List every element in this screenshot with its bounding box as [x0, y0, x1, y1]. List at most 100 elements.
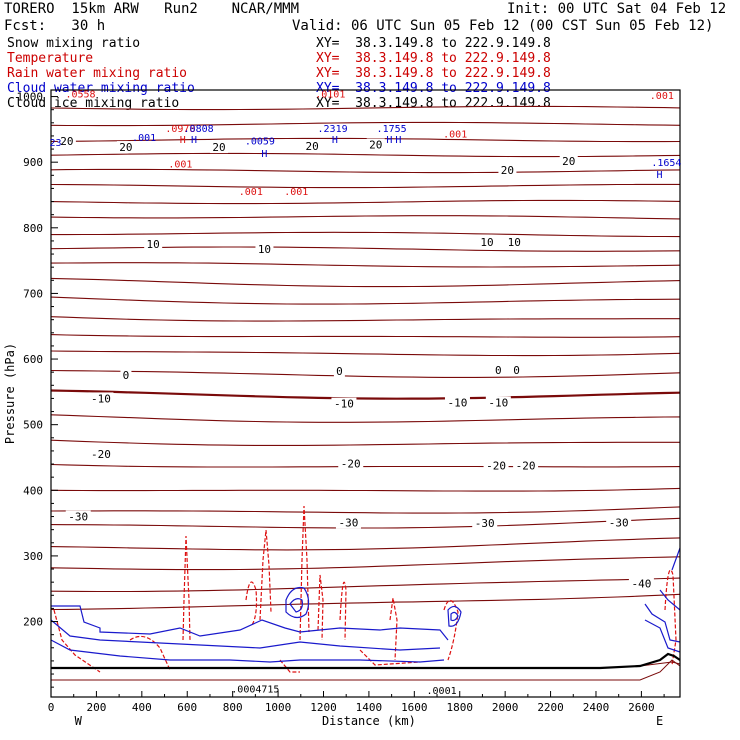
- rain-contour: [443, 599, 459, 661]
- temperature-label: 10: [258, 243, 271, 256]
- rain-contour: [359, 649, 421, 666]
- hydrometeor-label: H: [332, 135, 338, 146]
- temperature-label: 20: [60, 135, 73, 148]
- cloud-water-contour: [450, 611, 459, 622]
- cloud-water-contour: [644, 619, 681, 653]
- rain-contour: [259, 529, 272, 621]
- temperature-label-bg: [255, 242, 274, 255]
- x-tick-label: 800: [223, 701, 243, 714]
- temperature-label: 20: [212, 141, 225, 154]
- y-tick-label: 1000: [17, 91, 44, 104]
- isotherm-line: [50, 350, 681, 357]
- isotherm-line: [50, 296, 681, 305]
- isotherm-line: [50, 152, 681, 158]
- temperature-label-bg: [120, 368, 132, 381]
- cloud-water-contour: [285, 586, 310, 619]
- temperature-label: -30: [609, 516, 629, 529]
- temperature-label: 0: [513, 364, 520, 377]
- legend-cloud-water: Cloud water mixing ratio: [7, 81, 195, 96]
- x-tick-label: 200: [86, 701, 106, 714]
- legend-snow: Snow mixing ratio: [7, 36, 141, 51]
- hydrometeor-label: .001: [650, 91, 674, 102]
- temperature-label: 20: [501, 164, 514, 177]
- xy-snow: XY= 38.3.149.8 to 222.9.149.8: [316, 36, 551, 51]
- temperature-label: 10: [147, 238, 160, 251]
- cloud-water-contour: [50, 619, 441, 651]
- rain-contour: [389, 597, 398, 661]
- rain-contour: [664, 569, 677, 666]
- x-tick-label: 1400: [356, 701, 383, 714]
- legend-cloud-ice: Cloud ice mixing ratio: [7, 96, 180, 111]
- isotherm-line: [50, 414, 681, 423]
- isotherm-line: [50, 369, 681, 378]
- model-title: TORERO 15km ARW Run2 NCAR/MMM: [4, 1, 300, 17]
- cloud-water-contour: [659, 589, 681, 611]
- temperature-label-bg: [511, 364, 523, 377]
- isotherm-line: [50, 389, 681, 400]
- temperature-label-bg: [144, 238, 163, 251]
- terrain-line: [51, 652, 681, 670]
- isotherm-line: [50, 334, 681, 338]
- x-tick-label: 400: [132, 701, 152, 714]
- y-tick-label: 900: [23, 156, 43, 169]
- hydrometeor-label: .001: [132, 133, 156, 144]
- y-axis-title: Pressure (hPa): [3, 343, 17, 444]
- rain-contour: [317, 574, 324, 641]
- valid-time: Valid: 06 UTC Sun 05 Feb 12 (00 CST Sun …: [292, 18, 714, 34]
- hydrometeor-label: H: [395, 135, 401, 146]
- cloud-water-contour: [447, 605, 462, 627]
- isotherm-line: [50, 487, 681, 492]
- rain-contour: [53, 609, 101, 673]
- x-tick-label: 1000: [265, 701, 292, 714]
- cloud-water-contour: [644, 603, 681, 643]
- hydrometeor-label: .1755: [377, 124, 407, 135]
- temperature-label-bg: [492, 364, 504, 377]
- temperature-label-bg: [303, 139, 322, 152]
- xy-rain: XY= 38.3.149.8 to 222.9.149.8: [316, 66, 551, 81]
- hydrometeor-label: H: [386, 135, 392, 146]
- hydrometeor-label: .0001: [427, 686, 457, 697]
- cloud-water-contour: [289, 598, 303, 613]
- temperature-label: 20: [119, 141, 132, 154]
- temperature-label-bg: [366, 138, 385, 151]
- isotherm-line: [50, 137, 681, 143]
- hydrometeor-label: H: [657, 170, 663, 181]
- isotherm-line: [50, 556, 681, 571]
- cloud-water-contour: [51, 605, 449, 641]
- hydrometeor-label: .0808: [184, 124, 214, 135]
- x-tick-label: 600: [177, 701, 197, 714]
- temperature-label-bg: [444, 396, 470, 409]
- temperature-label: 20: [562, 155, 575, 168]
- hydrometeor-label: H: [191, 135, 197, 146]
- temperature-label-bg: [88, 392, 114, 405]
- x-endpoint-east: E: [656, 714, 663, 728]
- temperature-label: 0: [495, 364, 502, 377]
- isotherm-line: [50, 316, 680, 322]
- legend-rain: Rain water mixing ratio: [7, 66, 188, 81]
- legend-temperature: Temperature: [7, 51, 94, 66]
- temperature-label: 10: [508, 236, 521, 249]
- hydrometeor-label: .0004715: [231, 684, 279, 695]
- temperature-label: 20: [306, 140, 319, 153]
- hydrometeor-label: H: [261, 149, 267, 160]
- isotherm-line: [50, 593, 681, 611]
- forecast-hour: Fcst: 30 h: [4, 18, 106, 34]
- temperature-label-bg: [331, 397, 357, 410]
- x-axis-title: Distance (km): [322, 714, 416, 728]
- temperature-label-bg: [472, 517, 498, 530]
- temperature-label: 0: [123, 369, 130, 382]
- hydrometeor-label: .001: [239, 187, 263, 198]
- x-tick-label: 0: [48, 701, 55, 714]
- temperature-label: 10: [480, 236, 493, 249]
- x-tick-label: 2000: [492, 701, 519, 714]
- y-tick-label: 500: [23, 419, 43, 432]
- temperature-label: -10: [334, 398, 354, 411]
- temperature-label-bg: [606, 516, 632, 529]
- hydrometeor-label: 23: [50, 138, 62, 149]
- isotherm-line: [50, 537, 681, 551]
- y-tick-label: 700: [23, 287, 43, 300]
- isotherm-line: [50, 463, 681, 468]
- hydrometeor-label: .001: [443, 129, 467, 140]
- x-tick-label: 1200: [310, 701, 337, 714]
- rain-contour: [182, 535, 191, 641]
